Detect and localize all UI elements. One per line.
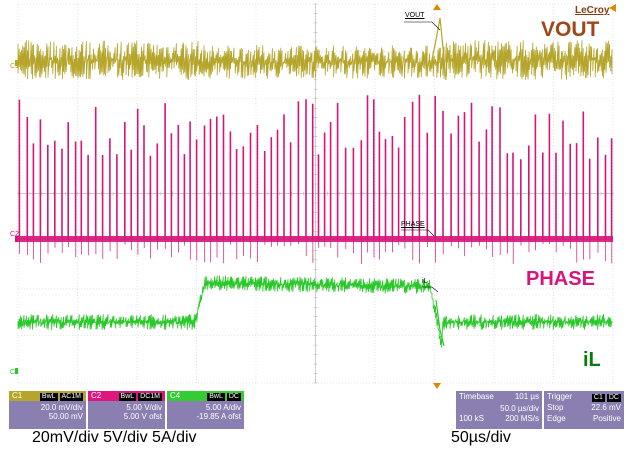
channel-c2-id: C2 [91, 391, 102, 400]
phase-marker-label: PHASE [401, 221, 425, 228]
c1-offset: 50.00 mV [48, 412, 83, 421]
waveform-traces [17, 17, 613, 348]
channel-c2-info[interactable]: C2 BwL DC1M 5.00 V/div 5.00 V ofst [88, 391, 165, 429]
horizontal-scale-caption: 50µs/div [451, 429, 511, 446]
phase-label: PHASE [526, 268, 595, 290]
timebase-position: 101 µs [514, 392, 539, 401]
c2-ground-tick [15, 236, 18, 242]
vout-spike [431, 17, 447, 81]
il-label: iL [583, 349, 601, 371]
trigger-position-marker-top [433, 4, 441, 10]
trigger-level-marker [609, 4, 616, 12]
phase-waveform [18, 94, 613, 240]
trigger-coupling-tag: DC [606, 394, 621, 402]
il-waveform [17, 275, 613, 348]
c4-tag-bwl: BwL [207, 393, 225, 401]
trigger-level: 22.6 mV [591, 403, 621, 412]
channel-c1-id: C1 [12, 391, 23, 400]
trigger-slope: Positive [592, 414, 621, 423]
trace-overlays [15, 4, 616, 389]
trigger-label: Trigger [547, 392, 573, 401]
c2-tag-coupling: DC1M [138, 393, 162, 401]
vertical-scale-caption: 20mV/div 5V/div 5A/div [32, 429, 197, 446]
c1-tag-bwl: BwL [39, 393, 58, 401]
c4-offset: -19.85 A ofst [196, 412, 241, 421]
c2-tag-bwl: BwL [118, 393, 137, 401]
trigger-type: Edge [547, 414, 566, 423]
c1-marker: C1 [10, 63, 19, 70]
brand-logo: LeCroy [575, 5, 610, 16]
vout-marker-label: VOUT [405, 12, 425, 19]
timebase-info[interactable]: Timebase 101 µs 50.0 µs/div 100 kS 200 M… [456, 391, 542, 429]
il-marker-label: iL [422, 278, 428, 285]
trigger-info[interactable]: Trigger C1 DC Stop 22.6 mV Edge Positive [544, 391, 624, 429]
c1-scale: 20.0 mV/div [40, 403, 83, 412]
trigger-position-marker-bottom [433, 383, 441, 389]
channel-c1-info[interactable]: C1 BwL AC1M 20.0 mV/div 50.00 mV [9, 391, 86, 429]
channel-c4-id: C4 [170, 391, 181, 400]
timebase-label: Timebase [459, 392, 494, 401]
channel-c4-info[interactable]: C4 BwL DC 5.00 A/div -19.85 A ofst [167, 391, 244, 429]
il-marker-line [422, 286, 439, 293]
vout-waveform [17, 40, 613, 80]
c1-ground-tick [15, 60, 18, 66]
c2-offset: 5.00 V ofst [123, 412, 162, 421]
timebase-rate: 200 MS/s [505, 414, 539, 423]
vout-marker-line [404, 21, 441, 31]
c4-ground-tick [15, 368, 18, 374]
c4-tag-coupling: DC [226, 393, 241, 401]
c2-marker: C2 [10, 231, 19, 238]
c4-marker: C4 [10, 369, 19, 376]
timebase-samples: 100 kS [459, 414, 484, 423]
timebase-per-div: 50.0 µs/div [500, 404, 539, 413]
trigger-mode: Stop [547, 403, 564, 412]
vout-label: VOUT [541, 18, 600, 41]
phase-baseline-band [18, 236, 613, 242]
c2-scale: 5.00 V/div [126, 403, 162, 412]
il-undershoot [435, 299, 445, 347]
phase-marker-line [401, 229, 435, 237]
trigger-source-tag: C1 [591, 394, 605, 402]
c1-tag-coupling: AC1M [59, 393, 83, 401]
c4-scale: 5.00 A/div [205, 403, 241, 412]
